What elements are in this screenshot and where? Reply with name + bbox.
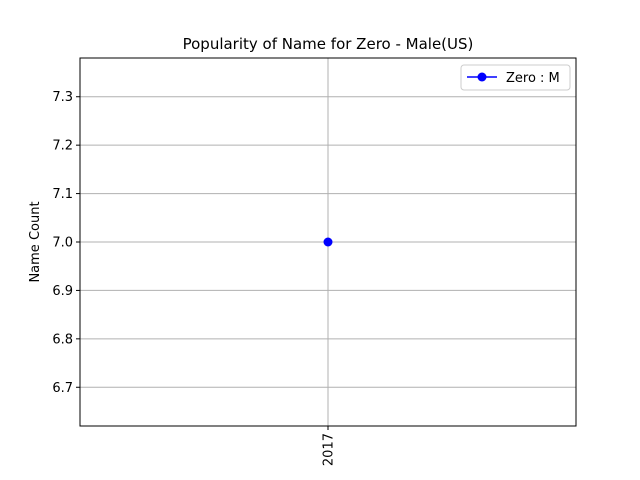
y-axis: 6.7 6.8 6.9 7.0 7.1 7.2 7.3 [52,90,80,396]
grid-layer [80,58,576,426]
y-tick-label: 7.1 [52,187,73,202]
y-tick-label: 7.3 [52,90,73,105]
legend-label: Zero : M [506,71,560,86]
y-tick-label: 7.2 [52,139,73,154]
chart-title: Popularity of Name for Zero - Male(US) [183,35,474,53]
data-point [323,237,333,247]
legend: Zero : M [460,64,571,91]
y-tick-label: 6.7 [52,381,73,396]
series-layer [323,237,333,247]
y-tick-label: 6.9 [52,284,73,299]
y-tick-label: 6.8 [52,332,73,347]
legend-box [460,64,571,91]
y-tick-label: 7.0 [52,236,73,251]
x-axis: 2017 [322,426,337,466]
x-tick-label: 2017 [322,433,337,466]
y-axis-label: Name Count [28,201,43,282]
legend-marker [477,72,487,82]
